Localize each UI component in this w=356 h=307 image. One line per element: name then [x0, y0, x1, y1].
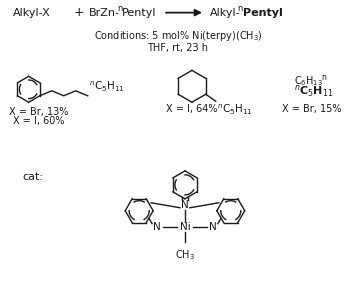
Text: n: n	[321, 73, 326, 82]
Text: +: +	[73, 6, 84, 19]
Text: N: N	[181, 200, 189, 210]
Text: Conditions: 5 mol% Ni(terpy)(CH$_3$): Conditions: 5 mol% Ni(terpy)(CH$_3$)	[94, 29, 262, 43]
Text: C$_6$H$_{13}$: C$_6$H$_{13}$	[294, 74, 324, 88]
Text: Pentyl: Pentyl	[122, 8, 157, 17]
Text: Pentyl: Pentyl	[243, 8, 282, 17]
Text: X = Br, 13%: X = Br, 13%	[9, 107, 68, 117]
Text: Ni: Ni	[179, 222, 190, 232]
Text: $^n$C$_5$H$_{11}$: $^n$C$_5$H$_{11}$	[217, 103, 252, 118]
Text: N: N	[153, 222, 161, 232]
Text: cat:: cat:	[23, 172, 44, 182]
Text: n: n	[117, 4, 123, 13]
Text: Alkyl-: Alkyl-	[210, 8, 241, 17]
Text: BrZn-: BrZn-	[88, 8, 119, 17]
Text: THF, rt, 23 h: THF, rt, 23 h	[147, 44, 209, 53]
Text: $^n$C$_5$H$_{11}$: $^n$C$_5$H$_{11}$	[89, 80, 125, 94]
Text: $^n$C$_5$H$_{11}$: $^n$C$_5$H$_{11}$	[294, 84, 334, 99]
Text: N: N	[209, 222, 217, 232]
Text: Alkyl-X: Alkyl-X	[13, 8, 51, 17]
Text: CH$_3$: CH$_3$	[175, 249, 195, 262]
Text: X = I, 60%: X = I, 60%	[13, 116, 64, 126]
Text: X = Br, 15%: X = Br, 15%	[282, 104, 341, 114]
Text: n: n	[238, 4, 243, 13]
Text: X = I, 64%: X = I, 64%	[166, 104, 218, 114]
